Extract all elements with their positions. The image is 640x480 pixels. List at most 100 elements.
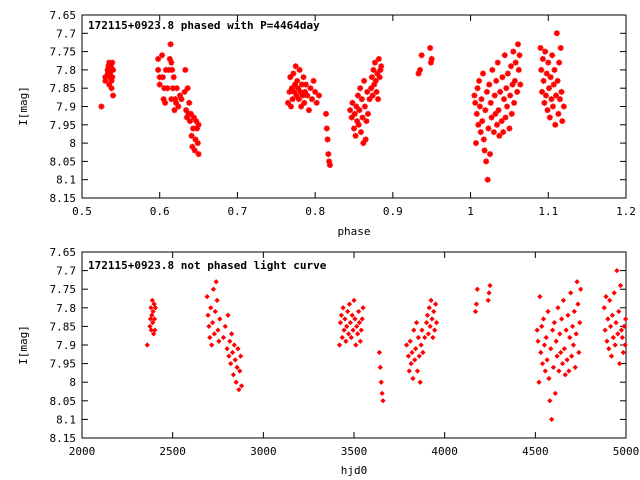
data-point <box>342 316 348 322</box>
data-point <box>286 88 293 95</box>
data-point <box>543 334 549 341</box>
data-point <box>420 349 426 356</box>
data-point <box>155 55 162 62</box>
data-point <box>476 77 483 84</box>
data-point <box>371 59 378 66</box>
data-point <box>234 364 240 370</box>
data-point <box>290 70 297 77</box>
data-point <box>110 92 117 99</box>
y-tick-label: 7.75 <box>50 46 77 59</box>
y-tick-label: 8 <box>69 137 76 150</box>
data-point <box>416 353 422 359</box>
data-point <box>289 96 296 103</box>
data-point <box>216 338 222 344</box>
data-point <box>233 379 239 385</box>
data-point <box>373 88 380 95</box>
x-tick-label: 3000 <box>250 445 277 458</box>
data-point <box>355 121 362 128</box>
data-point <box>486 290 492 296</box>
data-point <box>509 81 516 88</box>
data-point <box>612 342 618 348</box>
data-point <box>358 327 364 333</box>
data-point <box>542 92 549 99</box>
data-point <box>548 96 555 103</box>
data-point <box>298 81 305 88</box>
data-point <box>604 338 610 344</box>
data-point <box>152 327 158 333</box>
x-axis-label: phase <box>337 225 370 238</box>
data-point <box>551 320 557 326</box>
data-point <box>557 331 563 337</box>
data-point <box>102 74 109 81</box>
data-point <box>106 81 113 88</box>
data-point <box>405 353 412 359</box>
data-point <box>549 416 555 423</box>
data-point <box>602 327 608 333</box>
data-point <box>211 331 217 337</box>
data-point <box>407 338 413 344</box>
x-tick-label: 0.6 <box>150 205 170 218</box>
data-point <box>351 297 357 303</box>
x-tick-label: 4500 <box>522 445 549 458</box>
data-point <box>350 327 356 333</box>
data-point <box>144 342 150 348</box>
data-point <box>301 99 308 106</box>
data-point <box>326 162 333 169</box>
data-point <box>188 132 195 139</box>
data-point <box>229 349 236 356</box>
data-point <box>300 74 307 81</box>
data-point <box>183 107 190 114</box>
data-point <box>411 327 417 333</box>
data-point <box>433 320 440 326</box>
data-point <box>210 286 217 292</box>
x-tick-label: 4000 <box>431 445 458 458</box>
data-point <box>190 125 197 132</box>
data-point <box>484 176 491 183</box>
data-point <box>536 379 542 385</box>
x-tick-label: 2000 <box>69 445 96 458</box>
y-axis-label: I[mag] <box>17 325 30 365</box>
data-point <box>568 353 575 359</box>
data-point <box>473 110 480 117</box>
data-point <box>355 331 361 337</box>
data-point <box>415 70 422 77</box>
x-tick-label: 3500 <box>341 445 368 458</box>
data-point <box>417 379 423 385</box>
data-point <box>194 140 201 147</box>
data-point <box>547 74 554 81</box>
data-point <box>214 297 220 303</box>
y-axis-ticks: 7.65 7.7 7.75 7.8 7.85 7.9 7.95 8 8.05 8.1 8.15 <box>50 9 626 205</box>
data-point <box>187 118 194 125</box>
data-point <box>361 77 368 84</box>
data-point <box>377 364 383 370</box>
data-point <box>472 308 479 315</box>
data-point <box>553 338 559 344</box>
data-point <box>176 92 183 99</box>
data-point <box>352 316 358 322</box>
data-point <box>485 125 492 132</box>
data-point <box>535 338 541 344</box>
data-point <box>538 349 544 356</box>
data-point <box>359 114 366 121</box>
data-point <box>560 103 567 110</box>
data-point <box>512 59 519 66</box>
data-point <box>619 334 625 341</box>
data-point <box>235 346 241 352</box>
data-point <box>304 92 311 99</box>
data-point <box>297 88 304 95</box>
data-point <box>236 387 242 393</box>
data-point <box>206 323 212 330</box>
data-point <box>166 66 173 73</box>
data-point <box>510 48 517 55</box>
data-point <box>517 81 524 88</box>
data-point <box>507 63 514 70</box>
data-point <box>565 312 571 318</box>
data-point <box>182 66 189 73</box>
data-point <box>209 342 215 348</box>
data-point <box>413 320 420 326</box>
data-point <box>616 308 622 315</box>
data-point <box>481 147 488 154</box>
data-point <box>409 349 415 356</box>
data-point <box>364 88 371 95</box>
data-point <box>238 353 244 359</box>
